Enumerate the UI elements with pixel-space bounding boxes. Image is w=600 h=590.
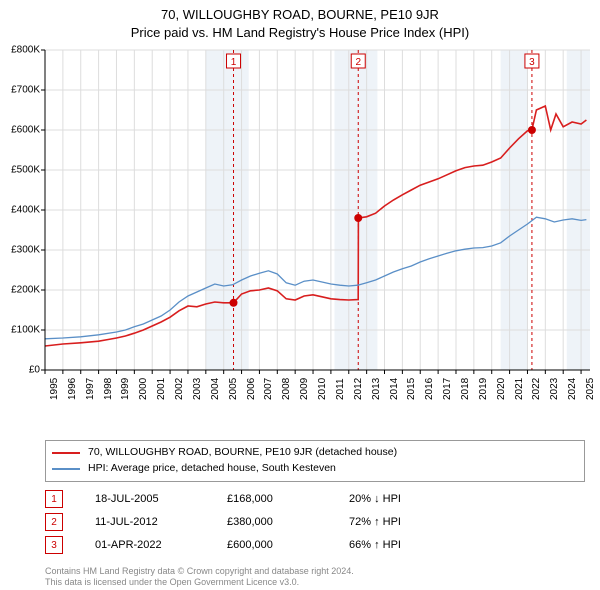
title-line-2: Price paid vs. HM Land Registry's House … (0, 24, 600, 42)
y-tick-label: £100K (11, 325, 40, 336)
x-tick-label: 2011 (335, 378, 346, 400)
legend-box: 70, WILLOUGHBY ROAD, BOURNE, PE10 9JR (d… (45, 440, 585, 482)
legend-label: HPI: Average price, detached house, Sout… (88, 461, 336, 477)
x-tick-label: 2007 (263, 378, 274, 400)
x-tick-label: 2002 (174, 378, 185, 400)
y-tick-label: £0 (29, 365, 40, 376)
legend-item: 70, WILLOUGHBY ROAD, BOURNE, PE10 9JR (d… (52, 445, 578, 461)
sale-row-marker: 1 (45, 490, 63, 508)
x-tick-label: 2015 (406, 378, 417, 400)
x-tick-label: 2024 (567, 378, 578, 400)
x-tick-label: 2013 (371, 378, 382, 400)
sale-table: 1 18-JUL-2005 £168,000 20% ↓ HPI 2 11-JUL-201… (45, 485, 585, 559)
sale-row: 3 01-APR-2022 £600,000 66% ↑ HPI (45, 536, 585, 554)
x-tick-label: 2018 (460, 378, 471, 400)
sale-row-date: 11-JUL-2012 (95, 516, 195, 528)
sale-marker-number: 1 (231, 57, 237, 68)
y-tick-label: £300K (11, 245, 40, 256)
x-tick-label: 2001 (156, 378, 167, 400)
legend-label: 70, WILLOUGHBY ROAD, BOURNE, PE10 9JR (d… (88, 445, 397, 461)
sale-row-price: £168,000 (227, 493, 317, 505)
x-tick-label: 1999 (120, 378, 131, 400)
chart-title: 70, WILLOUGHBY ROAD, BOURNE, PE10 9JR Pr… (0, 0, 600, 41)
x-tick-label: 2004 (210, 378, 221, 400)
sale-row: 2 11-JUL-2012 £380,000 72% ↑ HPI (45, 513, 585, 531)
legend-item: HPI: Average price, detached house, Sout… (52, 461, 578, 477)
x-tick-label: 2000 (138, 378, 149, 400)
x-tick-label: 2008 (281, 378, 292, 400)
attribution-footer: Contains HM Land Registry data © Crown c… (45, 566, 585, 589)
sale-marker-number: 2 (355, 57, 361, 68)
x-tick-label: 2022 (531, 378, 542, 400)
x-tick-label: 2017 (442, 378, 453, 400)
x-tick-label: 1996 (67, 378, 78, 400)
y-tick-label: £500K (11, 165, 40, 176)
sale-dot (230, 299, 238, 307)
legend-swatch (52, 452, 80, 454)
x-tick-label: 2010 (317, 378, 328, 400)
sale-row-diff: 20% ↓ HPI (349, 493, 469, 505)
y-tick-label: £700K (11, 85, 40, 96)
x-tick-label: 2005 (228, 378, 239, 400)
x-tick-label: 2006 (246, 378, 257, 400)
sale-row-diff: 66% ↑ HPI (349, 539, 469, 551)
x-tick-label: 2020 (496, 378, 507, 400)
x-tick-label: 2016 (424, 378, 435, 400)
x-tick-label: 2014 (389, 378, 400, 400)
x-tick-label: 2019 (478, 378, 489, 400)
y-tick-label: £800K (11, 45, 40, 56)
x-tick-label: 2021 (514, 378, 525, 400)
x-tick-label: 1997 (85, 378, 96, 400)
y-tick-label: £200K (11, 285, 40, 296)
x-tick-label: 2012 (353, 378, 364, 400)
x-tick-label: 2023 (549, 378, 560, 400)
sale-dot (354, 214, 362, 222)
x-tick-label: 1998 (103, 378, 114, 400)
footer-line-2: This data is licensed under the Open Gov… (45, 577, 585, 588)
x-tick-label: 1995 (49, 378, 60, 400)
sale-row-date: 18-JUL-2005 (95, 493, 195, 505)
x-axis-labels: 1995 1996 1997 1998 1999 2000 2001 2002 2003 2004… (45, 372, 590, 432)
sale-dot (528, 126, 536, 134)
footer-line-1: Contains HM Land Registry data © Crown c… (45, 566, 585, 577)
chart-plot-area: 1 2 3 (45, 50, 590, 370)
sale-row-diff: 72% ↑ HPI (349, 516, 469, 528)
legend-swatch (52, 468, 80, 470)
sale-row-price: £380,000 (227, 516, 317, 528)
x-tick-label: 2003 (192, 378, 203, 400)
sale-row-price: £600,000 (227, 539, 317, 551)
sale-marker-number: 3 (529, 57, 535, 68)
sale-row: 1 18-JUL-2005 £168,000 20% ↓ HPI (45, 490, 585, 508)
y-tick-label: £400K (11, 205, 40, 216)
sale-row-marker: 3 (45, 536, 63, 554)
x-tick-label: 2025 (585, 378, 596, 400)
sale-row-date: 01-APR-2022 (95, 539, 195, 551)
chart-svg: 1 2 3 (45, 50, 590, 370)
x-tick-label: 2009 (299, 378, 310, 400)
y-axis-labels: £0£100K£200K£300K£400K£500K£600K£700K£80… (0, 50, 40, 370)
title-line-1: 70, WILLOUGHBY ROAD, BOURNE, PE10 9JR (0, 6, 600, 24)
y-tick-label: £600K (11, 125, 40, 136)
sale-row-marker: 2 (45, 513, 63, 531)
